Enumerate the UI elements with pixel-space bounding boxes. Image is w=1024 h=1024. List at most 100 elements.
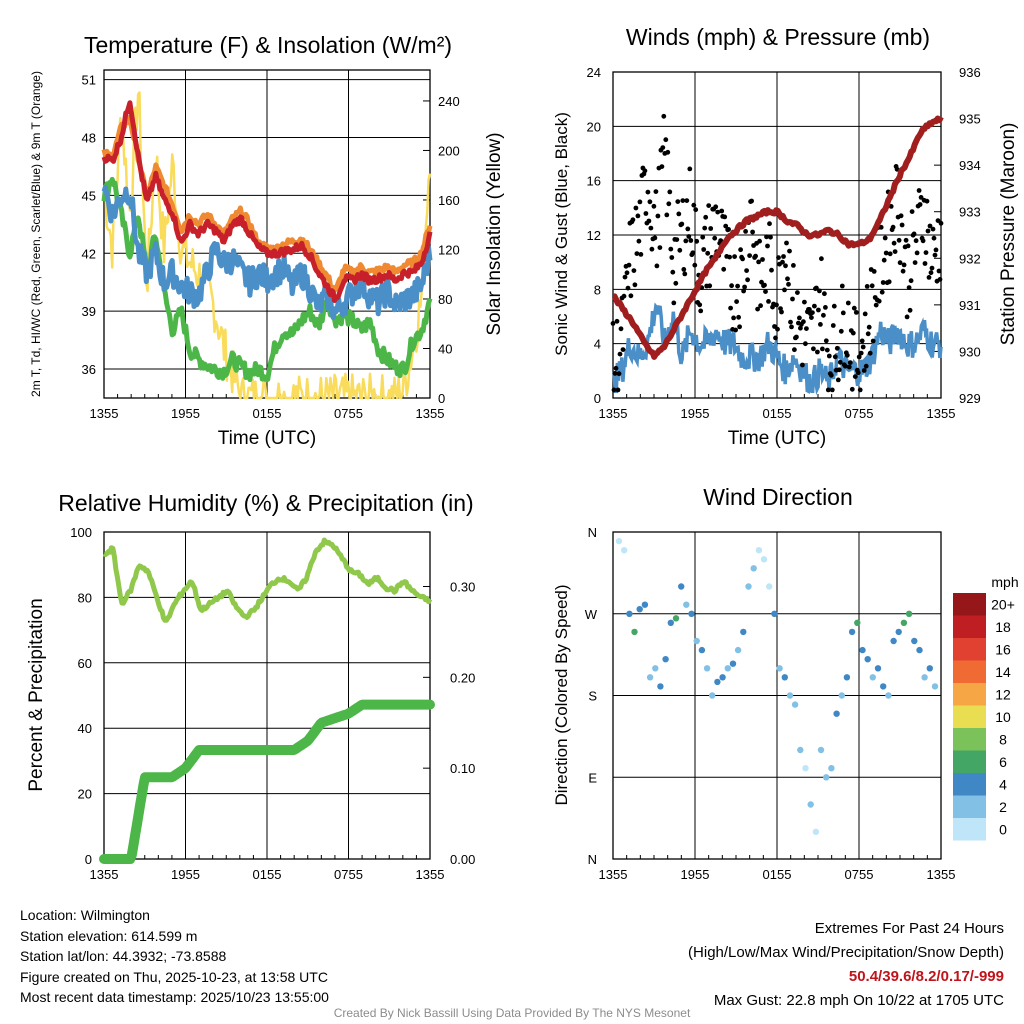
gust-point: [897, 260, 903, 266]
gust-point: [721, 266, 727, 272]
x-tick-label: 0155: [763, 406, 792, 421]
gust-point: [855, 370, 861, 376]
colorbar-label: 18: [995, 619, 1011, 635]
direction-point: [678, 583, 685, 590]
credit-text: Created By Nick Bassill Using Data Provi…: [333, 1006, 691, 1020]
direction-point: [667, 619, 674, 626]
gust-point: [633, 205, 639, 211]
y2-tick-label: 934: [959, 158, 981, 173]
direction-point: [719, 674, 726, 681]
gust-point: [886, 279, 892, 285]
gust-point: [759, 279, 764, 285]
colorbar-label: 10: [995, 709, 1011, 725]
gust-point: [719, 208, 725, 214]
y-tick-label: N: [588, 525, 597, 540]
gust-point: [756, 259, 761, 265]
colorbar-label: 6: [999, 754, 1007, 770]
gust-point: [903, 237, 909, 243]
gust-point: [811, 346, 816, 352]
direction-point: [786, 692, 794, 699]
gust-point: [663, 137, 669, 143]
gust-point: [837, 359, 843, 365]
gust-point: [860, 344, 866, 350]
gust-point: [671, 300, 677, 306]
gust-point: [626, 262, 632, 268]
gust-point: [692, 262, 698, 268]
extremes-values: 50.4/39.6/8.2/0.17/-999: [848, 968, 1004, 985]
gust-point: [753, 253, 758, 259]
gust-point: [789, 324, 794, 330]
x-tick-label: 1355: [927, 406, 956, 421]
gust-point: [698, 308, 704, 314]
gust-point: [660, 145, 666, 151]
gust-point: [737, 324, 742, 330]
gust-point: [803, 341, 808, 347]
gust-point: [830, 323, 836, 328]
x-tick-label: 1355: [90, 406, 119, 421]
y-tick-label: 100: [70, 525, 92, 540]
direction-point: [766, 583, 773, 590]
gust-point: [775, 326, 780, 332]
elevation-text: Station elevation: 614.599 m: [20, 927, 198, 944]
y-tick-label: 45: [82, 188, 96, 203]
gust-point: [835, 377, 841, 383]
gust-point: [738, 247, 743, 253]
chart-title-2: Winds (mph) & Pressure (mb): [626, 24, 930, 50]
gust-point: [850, 330, 856, 336]
colorbar-swatch: [953, 773, 986, 796]
gust-point: [665, 149, 671, 155]
gust-point: [688, 238, 694, 243]
gust-point: [840, 310, 846, 316]
gust-point: [839, 283, 845, 289]
gust-point: [838, 328, 844, 334]
y2-tick-label: 0.20: [450, 670, 475, 685]
gust-point: [736, 314, 741, 320]
direction-point: [750, 565, 757, 572]
direction-point: [740, 628, 747, 636]
gust-point: [743, 229, 748, 234]
gust-point: [878, 224, 884, 230]
gust-point: [637, 199, 643, 205]
colorbar-swatch: [953, 750, 986, 773]
gust-point: [887, 251, 893, 257]
direction-point: [869, 674, 876, 681]
direction-point: [636, 606, 643, 613]
gust-point: [881, 257, 887, 263]
gust-point: [667, 189, 673, 195]
gust-point: [900, 268, 906, 274]
gust-point: [873, 302, 879, 308]
gust-point: [768, 234, 773, 240]
gust-point: [684, 198, 690, 204]
colorbar-label: 12: [995, 686, 1011, 702]
gust-point: [797, 315, 802, 321]
gust-point: [823, 305, 828, 310]
gust-point: [819, 256, 824, 262]
direction-point: [880, 683, 887, 690]
y2-axis-label: Station Pressure (Maroon): [998, 123, 1019, 346]
gust-point: [614, 318, 620, 324]
y-axis-label: Sonic Wind & Gust (Blue, Black): [552, 112, 571, 356]
x-tick-label: 0755: [334, 406, 363, 421]
station-info: Location: Wilmington Station elevation: …: [20, 905, 329, 1008]
gust-point: [780, 259, 785, 265]
gust-point: [713, 204, 719, 210]
gust-point: [773, 335, 778, 341]
location-text: Location: Wilmington: [20, 907, 150, 923]
gust-point: [795, 290, 800, 295]
gust-point: [829, 387, 835, 393]
gust-point: [864, 284, 870, 289]
gust-point: [625, 285, 631, 291]
gust-point: [812, 303, 817, 309]
gust-point: [677, 247, 683, 253]
y-tick-label: 8: [594, 282, 601, 297]
gust-point: [911, 231, 917, 237]
direction-point: [890, 637, 897, 645]
gust-point: [865, 331, 871, 337]
gust-point: [680, 198, 686, 204]
direction-point: [709, 692, 716, 699]
y-tick-label: 16: [587, 174, 601, 189]
colorbar-swatch: [953, 660, 986, 683]
gust-point: [675, 199, 681, 205]
y-tick-label: 48: [82, 131, 96, 146]
direction-point: [652, 665, 659, 672]
